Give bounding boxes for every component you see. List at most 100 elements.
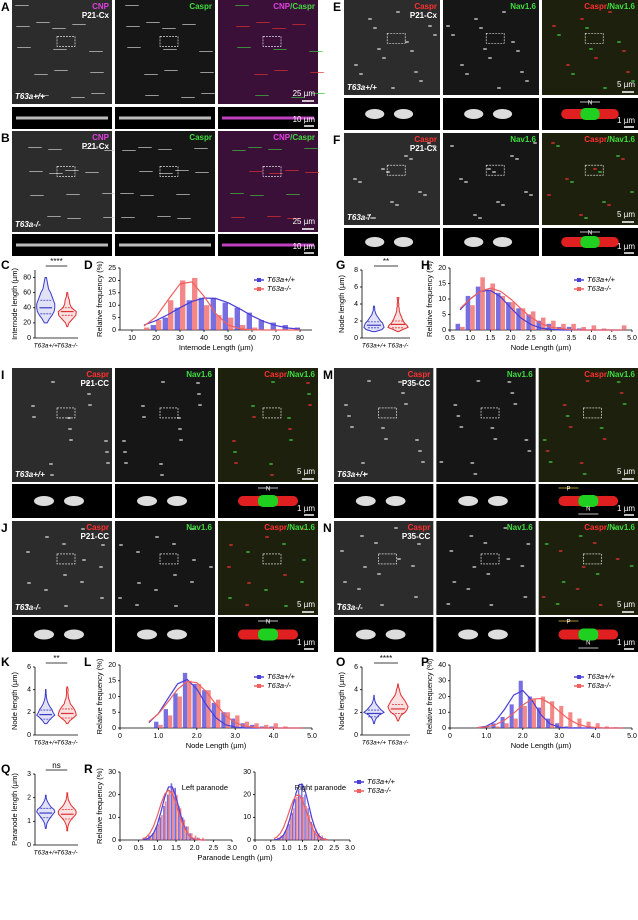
bar (198, 297, 204, 330)
x-tick-label: 3.0 (230, 733, 240, 740)
channel-label: Caspr/Nav1.6 (264, 523, 315, 532)
speck (497, 87, 501, 89)
speck (309, 51, 323, 52)
channel-name: /Nav1.6 (287, 370, 316, 379)
speck (575, 588, 580, 590)
speck (84, 148, 98, 149)
bar (235, 715, 240, 728)
channel-name: Caspr (264, 370, 287, 379)
region-label: P21-Cx (410, 11, 438, 20)
speck (527, 450, 532, 452)
bar (150, 325, 156, 330)
speck (307, 393, 311, 395)
speck (585, 27, 589, 29)
speck (417, 543, 421, 545)
region-label: P21-Cx (410, 144, 438, 153)
speck (493, 438, 498, 440)
y-tick-label: 6 (354, 664, 358, 671)
speck (268, 149, 282, 150)
channel-name: Nav1.6 (510, 135, 536, 144)
x-tick-label: 0 (253, 845, 257, 852)
speck (423, 194, 427, 196)
roi-box (584, 32, 604, 44)
bar (559, 705, 564, 728)
speck (249, 171, 263, 172)
y-tick-label: 0 (247, 837, 251, 844)
legend-swatch (577, 278, 581, 282)
speck (162, 28, 176, 29)
speck (377, 48, 381, 50)
y-axis-label: Relative frequency (%) (95, 658, 104, 734)
x-tick-label: 3.0 (345, 845, 355, 852)
x-tick-label: 80 (296, 335, 304, 342)
speck (81, 528, 85, 530)
bar (163, 806, 165, 840)
x-tick-label: 1.0 (465, 335, 475, 342)
legend-label: T63a-/- (587, 681, 612, 690)
significance: ** (383, 257, 389, 266)
legend-swatch (577, 675, 581, 679)
y-tick-label: 10 (108, 814, 116, 821)
bar (296, 796, 298, 840)
speck (100, 597, 104, 599)
speck (483, 48, 487, 50)
channel-name: Caspr (584, 523, 607, 532)
bar (240, 325, 246, 330)
legend-label: T63a-/- (267, 284, 292, 293)
bar (500, 295, 506, 330)
panel-letter: L (84, 655, 91, 669)
channel-label: Nav1.6 (186, 370, 212, 379)
roi-box (583, 407, 602, 419)
y-axis-label: Node length (µm) (10, 671, 19, 730)
speck (404, 403, 408, 405)
bar (485, 289, 491, 330)
micrograph (344, 0, 440, 95)
legend-swatch (257, 675, 261, 679)
speck (439, 461, 444, 463)
speck (182, 24, 196, 25)
speck (579, 462, 584, 464)
scale-label: 25 µm (293, 89, 316, 98)
speck (255, 95, 269, 96)
genotype: T63a+/+ (15, 470, 45, 479)
micrograph (542, 133, 638, 225)
speck (45, 536, 49, 538)
speck (48, 149, 62, 150)
bar (586, 721, 591, 728)
micrograph (12, 368, 112, 482)
bar (190, 833, 193, 840)
x-tick-label: 3.0 (227, 845, 237, 852)
speck (305, 172, 319, 173)
speck (124, 462, 128, 464)
speck (502, 11, 506, 13)
speck (520, 71, 524, 73)
bar (601, 328, 607, 330)
channel-label: Caspr/Nav1.6 (264, 370, 315, 379)
inset-blob (355, 629, 376, 640)
speck (291, 97, 305, 98)
bar (621, 325, 627, 330)
inset-scale-label: 1 µm (617, 638, 635, 647)
speck (525, 80, 529, 82)
speck (269, 463, 273, 465)
panel-letter: D (84, 258, 93, 272)
bar (496, 292, 501, 330)
bar (234, 307, 240, 330)
speck (492, 171, 496, 173)
roi-box (480, 407, 500, 419)
x-tick-label: 10 (128, 335, 136, 342)
bar (465, 295, 471, 330)
bar (307, 808, 309, 840)
bar (177, 696, 182, 728)
bar (591, 325, 597, 330)
speck (302, 559, 306, 561)
speck (140, 195, 154, 196)
speck (594, 57, 598, 59)
speck (405, 41, 409, 43)
bar (228, 317, 234, 330)
bar (289, 817, 292, 840)
y-tick-label: 0 (27, 842, 31, 849)
speck (483, 542, 488, 544)
speck (384, 438, 388, 440)
x-tick-label: 0.5 (445, 335, 455, 342)
